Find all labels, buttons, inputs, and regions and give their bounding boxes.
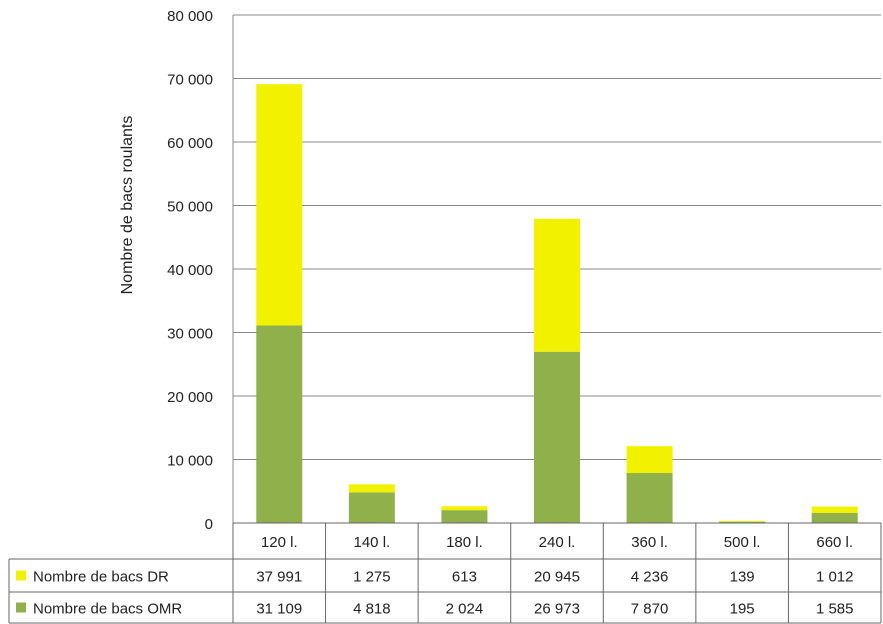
y-tick-label: 10 000 — [167, 453, 213, 470]
bars — [256, 84, 858, 523]
bar-segment — [811, 512, 858, 523]
bar-segment — [626, 473, 673, 523]
table-cell: 31 109 — [256, 601, 302, 618]
y-tick-label: 60 000 — [167, 135, 213, 152]
table-cell: 37 991 — [256, 569, 302, 586]
category-label: 500 l. — [724, 534, 761, 551]
gridlines — [232, 14, 881, 523]
legend-swatch — [16, 602, 26, 613]
bar-segment — [811, 506, 858, 513]
bar-segment — [256, 325, 303, 523]
bar-segment — [534, 218, 580, 352]
bar-segment — [348, 492, 395, 523]
bar-segment — [626, 446, 673, 474]
table-cell: 1 012 — [816, 569, 854, 586]
table-cell: 1 585 — [816, 601, 854, 618]
table-cell: 26 973 — [534, 601, 580, 618]
table-cell: 4 236 — [631, 569, 669, 586]
legend-label: Nombre de bacs DR — [33, 569, 169, 586]
table-cell: 139 — [730, 569, 755, 586]
y-tick-label: 30 000 — [167, 326, 213, 343]
bar-segment — [441, 506, 488, 511]
data-table: 120 l. 140 l. 180 l. 240 l. 360 l. 500 l. 660 … — [8, 522, 882, 624]
table-cell: 7 870 — [631, 601, 669, 618]
table-cell: 613 — [452, 569, 477, 586]
y-tick-label: 70 000 — [167, 72, 213, 89]
y-tick-label: 40 000 — [167, 262, 213, 279]
y-tick-label: 80 000 — [167, 8, 213, 25]
y-tick-label: 0 — [205, 516, 213, 533]
legend-label: Nombre de bacs OMR — [33, 601, 182, 618]
category-label: 180 l. — [446, 534, 483, 551]
bar-segment — [534, 351, 580, 523]
category-label: 240 l. — [539, 534, 576, 551]
table-cell: 1 275 — [353, 569, 391, 586]
y-tick-label: 20 000 — [167, 389, 213, 406]
bar-segment — [348, 484, 395, 493]
table-cell: 20 945 — [534, 569, 580, 586]
bar-segment — [256, 84, 303, 326]
y-axis-ticks: 0 10 000 20 000 30 000 40 000 50 000 60 000 70 … — [167, 8, 213, 533]
category-label: 660 l. — [816, 534, 853, 551]
y-axis-label: Nombre de bacs roulants — [119, 116, 136, 295]
legend-swatch — [16, 570, 26, 581]
category-label: 360 l. — [631, 534, 668, 551]
bar-segment — [719, 521, 766, 523]
bar-segment — [441, 510, 488, 523]
category-label: 120 l. — [261, 534, 298, 551]
table-cell: 4 818 — [353, 601, 391, 618]
table-cell: 195 — [730, 601, 755, 618]
category-label: 140 l. — [354, 534, 391, 551]
bar-segment — [719, 520, 766, 522]
y-tick-label: 50 000 — [167, 199, 213, 216]
table-cell: 2 024 — [446, 601, 484, 618]
